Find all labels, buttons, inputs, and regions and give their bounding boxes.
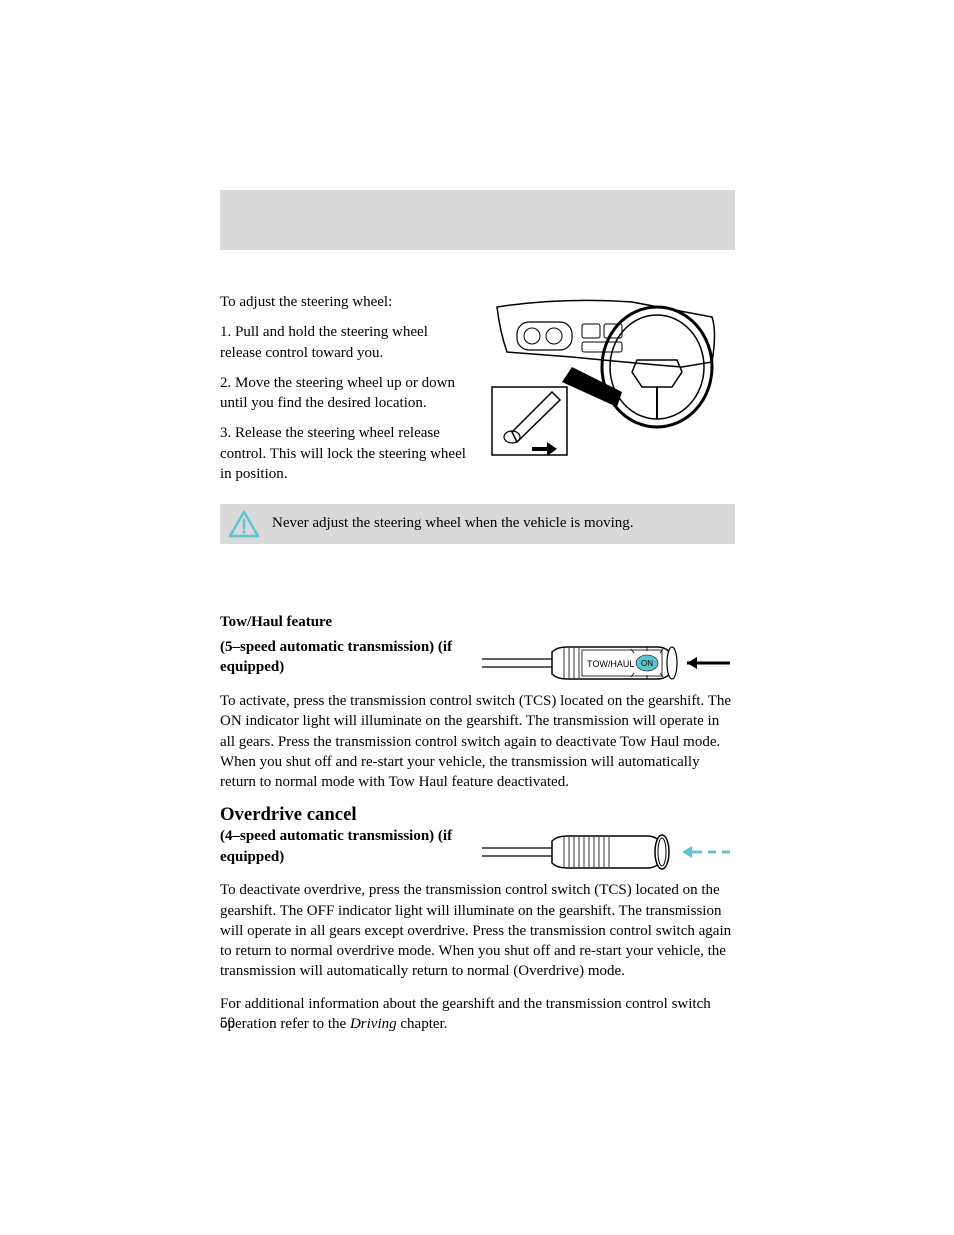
towhaul-heading: Tow/Haul feature	[220, 614, 735, 631]
steering-step-1: 1. Pull and hold the steering wheel rele…	[220, 322, 470, 363]
footer-text-a: For additional information about the gea…	[220, 996, 711, 1032]
overdrive-subtext: (4–speed automatic transmission) (if equ…	[220, 826, 470, 867]
steering-wheel-illustration	[482, 292, 732, 457]
gearshift-overdrive-illustration	[482, 826, 732, 876]
towhaul-label: TOW/HAUL	[587, 659, 634, 669]
gearshift-towhaul-illustration: TOW/HAUL ON	[482, 637, 732, 687]
towhaul-diagram: TOW/HAUL ON	[482, 637, 732, 687]
towhaul-subheading: (5–speed automatic transmission) (if equ…	[220, 637, 470, 678]
page-content: To adjust the steering wheel: 1. Pull an…	[220, 292, 735, 1034]
footer-para: For additional information about the gea…	[220, 994, 735, 1035]
overdrive-heading: Overdrive cancel	[220, 804, 735, 826]
steering-step-3: 3. Release the steering wheel release co…	[220, 423, 470, 484]
on-label: ON	[641, 659, 653, 668]
section-header-bar	[220, 190, 735, 250]
steering-adjust-row: To adjust the steering wheel: 1. Pull an…	[220, 292, 735, 494]
towhaul-subtext: (5–speed automatic transmission) (if equ…	[220, 637, 470, 678]
warning-triangle-icon	[228, 510, 260, 538]
steering-step-2: 2. Move the steering wheel up or down un…	[220, 373, 470, 414]
warning-text: Never adjust the steering wheel when the…	[272, 514, 634, 534]
steering-adjust-text: To adjust the steering wheel: 1. Pull an…	[220, 292, 470, 494]
overdrive-diagram	[482, 826, 732, 876]
warning-callout: Never adjust the steering wheel when the…	[220, 504, 735, 544]
footer-text-b: chapter.	[397, 1016, 448, 1032]
footer-italic: Driving	[350, 1016, 397, 1032]
overdrive-body: To deactivate overdrive, press the trans…	[220, 880, 735, 981]
page-number: 50	[220, 1015, 235, 1032]
overdrive-subheading: (4–speed automatic transmission) (if equ…	[220, 826, 470, 867]
overdrive-section: Overdrive cancel (4–speed automatic tran…	[220, 804, 735, 981]
towhaul-section: Tow/Haul feature (5–speed automatic tran…	[220, 614, 735, 792]
steering-intro: To adjust the steering wheel:	[220, 292, 470, 312]
steering-diagram	[482, 292, 732, 457]
towhaul-body: To activate, press the transmission cont…	[220, 691, 735, 792]
